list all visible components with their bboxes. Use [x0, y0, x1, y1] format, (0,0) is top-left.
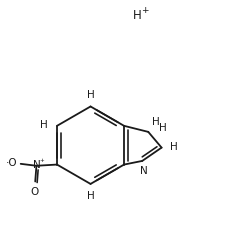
- Text: H: H: [159, 123, 167, 133]
- Text: H: H: [87, 190, 94, 201]
- Text: H: H: [87, 90, 94, 100]
- Text: H: H: [133, 9, 142, 22]
- Text: +: +: [141, 6, 149, 15]
- Text: H: H: [152, 117, 160, 127]
- Text: O: O: [30, 187, 38, 197]
- Text: H: H: [40, 120, 48, 130]
- Text: ·O: ·O: [6, 158, 17, 168]
- Text: N: N: [140, 166, 148, 176]
- Text: N: N: [33, 160, 41, 170]
- Text: +: +: [39, 158, 44, 163]
- Text: H: H: [170, 142, 178, 152]
